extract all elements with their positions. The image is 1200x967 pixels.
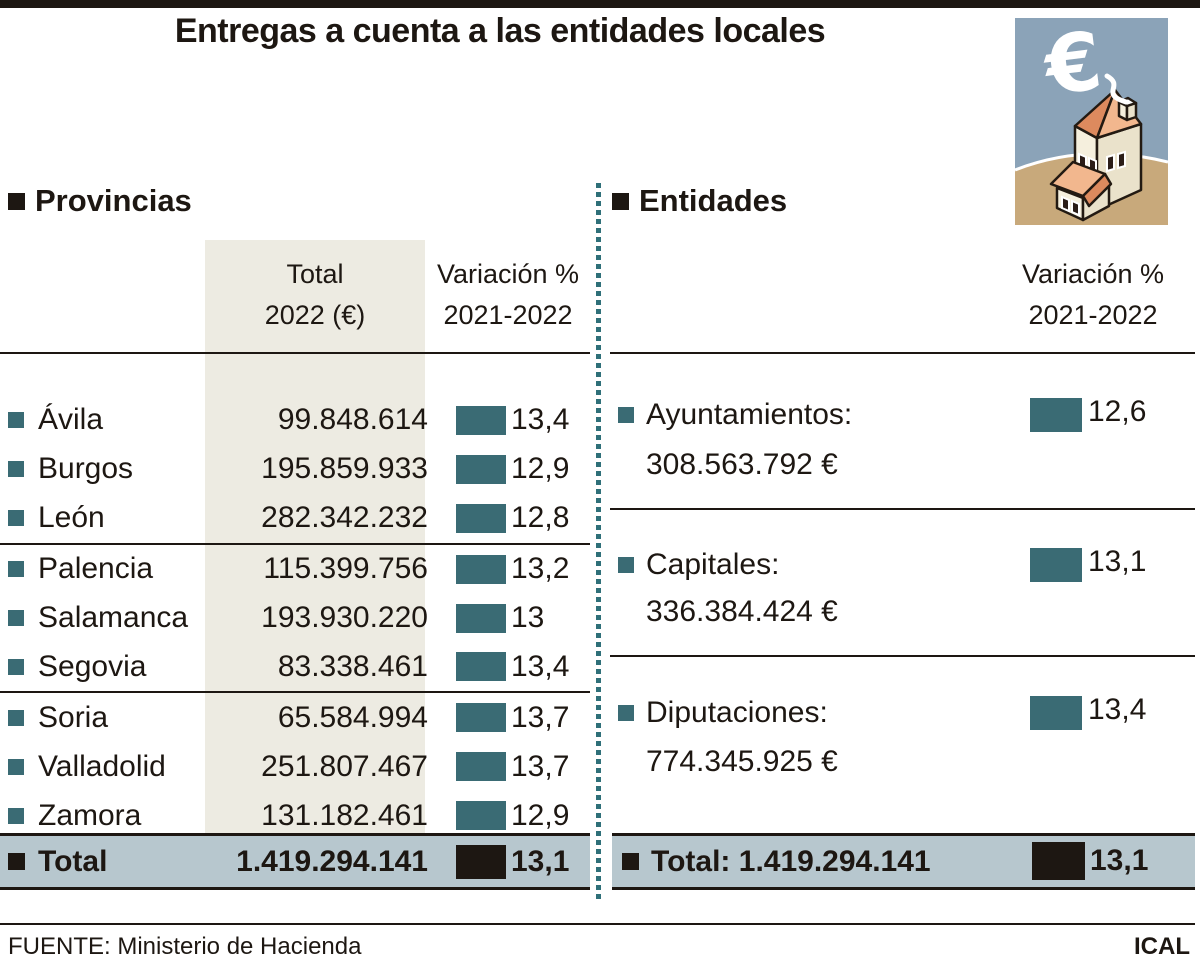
entity-value: 308.563.792 € [646,448,838,481]
variation-bar [1030,548,1082,582]
credit-label: ICAL [1134,933,1190,960]
entity-row: Capitales: 13,1 [610,540,1195,590]
square-bullet-icon [8,610,24,626]
variation-bar [456,801,506,831]
square-bullet-icon [8,807,24,824]
variation-bar [456,503,506,533]
variation-bar [1030,696,1082,730]
entidades-table: Variación % 2021-2022 Ayuntamientos: 12,… [610,240,1195,900]
row-rule [610,655,1195,657]
table-row: Salamanca 193.930.220 13 [0,594,590,643]
section-header-entidades: Entidades [612,183,787,219]
entity-row: Ayuntamientos: 12,6 [610,390,1195,440]
table-row: Segovia 83.338.461 13,4 [0,642,590,694]
section-label: Provincias [35,183,192,218]
variation-bar [456,652,506,682]
entity-value: 336.384.424 € [646,595,838,628]
square-bullet-icon [618,705,634,721]
house-windows [1061,195,1080,217]
square-bullet-icon [622,853,639,870]
square-bullet-icon [8,709,24,726]
header-rule [0,352,590,354]
square-bullet-icon [618,407,634,423]
table-row: Soria 65.584.994 13,7 [0,693,590,742]
square-bullet-icon [8,412,24,429]
footer-rule [0,923,1195,925]
province-rows: Ávila 99.848.614 13,4 Burgos 195.859.933… [0,396,590,840]
total-column-background [205,240,425,833]
variation-bar [456,603,506,633]
table-row: Zamora 131.182.461 12,9 [0,791,590,840]
header-rule [610,352,1195,354]
variation-bar-total [456,844,506,879]
building-euro-illustration: € [1015,18,1168,225]
variation-bar [1030,398,1082,432]
square-bullet-icon [618,557,634,573]
variation-bar [456,454,506,484]
table-row: Palencia 115.399.756 13,2 [0,545,590,594]
square-bullet-icon [8,658,24,675]
house [1049,160,1113,222]
square-bullet-icon [8,561,24,578]
row-rule [610,508,1195,510]
variation-bar [456,554,506,584]
table-row: Valladolid 251.807.467 13,7 [0,742,590,791]
variation-bar [456,405,506,435]
page-title: Entregas a cuenta a las entidades locale… [174,12,826,50]
provincias-table: Total 2022 (€) Variación % 2021-2022 Ávi… [0,240,590,900]
square-bullet-icon [8,510,24,527]
variation-bar-total [1032,842,1085,880]
table-row: León 282.342.232 12,8 [0,494,590,545]
square-bullet-icon [8,758,24,775]
variation-bar [456,752,506,782]
dotted-divider [596,183,601,900]
section-header-provincias: Provincias [8,183,192,219]
source-label: FUENTE: Ministerio de Hacienda [8,933,362,960]
entity-value: 774.345.925 € [646,745,838,778]
entity-row: Diputaciones: 13,4 [610,688,1195,738]
table-row: Burgos 195.859.933 12,9 [0,445,590,494]
column-header-total: Total 2022 (€) [264,259,366,330]
square-bullet-icon [612,192,629,210]
section-label: Entidades [639,183,788,218]
euro-sign-icon: € [1038,18,1107,113]
variation-bar [456,703,506,733]
column-header-variation: Variación % 2021-2022 [1021,259,1165,330]
square-bullet-icon [8,192,25,210]
top-rule [0,0,1200,8]
total-row: Total 1.419.294.141 13,1 [0,833,590,890]
column-header-variation: Variación % 2021-2022 [436,259,580,330]
table-row: Ávila 99.848.614 13,4 [0,396,590,445]
total-row: Total: 1.419.294.141 13,1 [612,833,1195,890]
square-bullet-icon [8,853,25,870]
smoke-tail [1104,73,1129,105]
square-bullet-icon [8,461,24,478]
